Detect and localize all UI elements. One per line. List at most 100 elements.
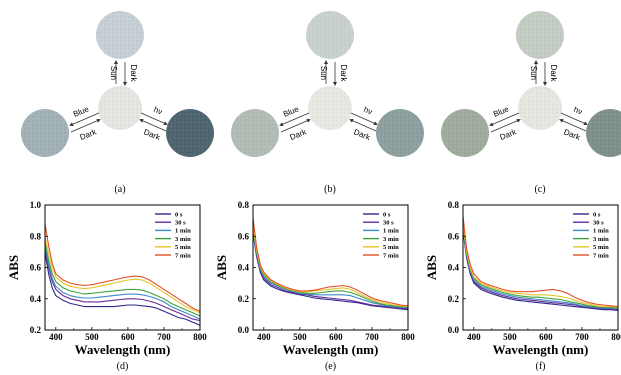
photo-panels-group: Sun Dark Blue Dark hν Dark (a) Sun Dark Blue Dark h… (21, 11, 621, 195)
y-tick-label: 0.4 (238, 263, 250, 273)
arrow-label-blue: Blue (72, 104, 91, 119)
y-tick-label: 0.2 (238, 294, 250, 304)
arrow-left-dark (490, 118, 521, 133)
y-tick-label: 0.2 (30, 325, 42, 335)
series-line-4 (252, 228, 409, 308)
arrow-left-blue (489, 112, 520, 127)
x-tick-label: 800 (401, 332, 415, 342)
arrow-label-dark: Dark (549, 65, 558, 83)
legend-label: 3 min (175, 236, 191, 243)
x-tick-label: 400 (467, 332, 481, 342)
arrow-right-dark (349, 118, 377, 132)
panel-label: (a) (114, 184, 125, 195)
x-tick-label: 800 (193, 332, 207, 342)
photo-panel-1: Sun Dark Blue Dark hν Dark (a) (21, 11, 214, 195)
x-tick-label: 500 (85, 332, 99, 342)
arrow-label-dark-left: Dark (499, 127, 519, 142)
arrow-label-dark-right: Dark (142, 127, 162, 142)
arrow-label-dark-right: Dark (352, 127, 372, 142)
sample-disc-texture (166, 109, 214, 157)
legend-label: 30 s (175, 220, 186, 227)
series-line-1 (44, 251, 201, 326)
panel-label: (e) (325, 361, 336, 372)
x-tick-label: 600 (539, 332, 553, 342)
series-line-6 (252, 217, 409, 307)
legend-label: 3 min (593, 236, 609, 243)
legend-label: 7 min (593, 252, 609, 259)
arrow-label-sun: Sun (109, 66, 118, 80)
panel-label: (c) (534, 184, 545, 195)
x-tick-label: 800 (611, 332, 621, 342)
series-line-5 (44, 236, 201, 314)
y-axis-title: ABS (6, 255, 21, 280)
series-line-5 (252, 225, 409, 308)
arrow-label-hv: hν (152, 105, 163, 117)
sample-disc-texture (516, 11, 564, 59)
y-axis-title: ABS (424, 255, 439, 280)
arrow-label-dark-left: Dark (289, 127, 309, 142)
series-line-3 (462, 226, 619, 310)
sample-disc-texture (98, 86, 142, 130)
y-tick-label: 0.4 (30, 294, 42, 304)
arrow-label-hv: hν (362, 105, 373, 117)
sample-disc-texture (586, 109, 621, 157)
y-tick-label: 1.0 (30, 200, 42, 210)
arrow-left-blue (279, 112, 310, 127)
panel-label: (b) (324, 184, 336, 195)
x-tick-label: 600 (121, 332, 135, 342)
y-tick-label: 0.0 (448, 325, 460, 335)
series-line-2 (462, 228, 619, 311)
chart-3: 400 500 600 700 800 0.0 0.2 0.4 0.6 0.8 Wavelength… (424, 200, 621, 372)
x-tick-label: 700 (157, 332, 171, 342)
photo-panel-2: Sun Dark Blue Dark hν Dark (b) (231, 11, 424, 195)
x-axis-title: Wavelength (nm) (493, 342, 589, 357)
x-axis-title: Wavelength (nm) (283, 342, 379, 357)
legend-label: 5 min (175, 244, 191, 251)
arrow-label-hv: hν (572, 105, 583, 117)
arrow-label-dark-left: Dark (79, 127, 99, 142)
y-tick-label: 0.6 (30, 263, 42, 273)
series-line-1 (462, 229, 619, 312)
x-tick-label: 700 (365, 332, 379, 342)
arrow-label-dark: Dark (339, 65, 348, 83)
legend-label: 1 min (383, 228, 399, 235)
legend-label: 1 min (593, 228, 609, 235)
arrow-left-dark (70, 118, 101, 133)
y-tick-label: 0.6 (448, 231, 460, 241)
legend-label: 3 min (383, 236, 399, 243)
series-line-3 (252, 229, 409, 309)
arrow-label-sun: Sun (319, 66, 328, 80)
arrow-right-dark (559, 118, 587, 132)
panel-label: (f) (536, 361, 546, 372)
sample-disc-texture (441, 109, 489, 157)
arrow-left-dark (280, 118, 311, 133)
sample-disc-texture (308, 86, 352, 130)
series-line-2 (252, 231, 409, 310)
arrow-right-dark (139, 118, 167, 132)
sample-disc-texture (231, 109, 279, 157)
series-line-2 (44, 248, 201, 322)
panel-label: (d) (117, 361, 129, 372)
legend-label: 0 s (383, 211, 391, 218)
y-tick-label: 0.2 (448, 294, 460, 304)
arrow-right-hv (560, 112, 588, 126)
arrow-label-blue: Blue (492, 104, 511, 119)
legend-label: 7 min (383, 252, 399, 259)
legend-label: 5 min (383, 244, 399, 251)
legend-label: 1 min (175, 228, 191, 235)
sample-disc-texture (376, 109, 424, 157)
y-tick-label: 0.8 (30, 231, 42, 241)
y-tick-label: 0.8 (238, 200, 250, 210)
x-tick-label: 400 (49, 332, 63, 342)
charts-group: 400 500 600 700 800 0.2 0.4 0.6 0.8 1.0 Wavelength… (6, 200, 621, 372)
sample-disc-texture (96, 11, 144, 59)
x-tick-label: 400 (257, 332, 271, 342)
x-tick-label: 500 (293, 332, 307, 342)
arrow-right-hv (350, 112, 378, 126)
arrow-label-dark-right: Dark (562, 127, 582, 142)
y-axis-title: ABS (214, 255, 229, 280)
arrow-label-blue: Blue (282, 104, 301, 119)
series-line-5 (462, 222, 619, 308)
